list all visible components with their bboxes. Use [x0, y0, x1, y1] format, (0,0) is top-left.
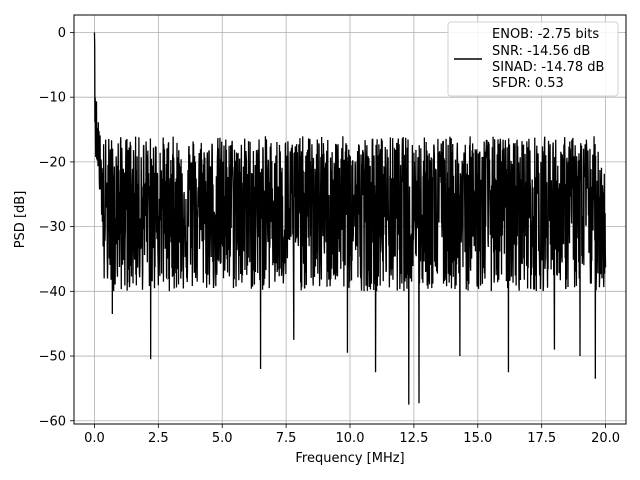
x-tick-label: 5.0: [212, 431, 233, 446]
y-tick-label: −20: [39, 155, 66, 170]
y-tick-label: −60: [39, 414, 66, 429]
legend-sfdr: SFDR: 0.53: [492, 76, 564, 91]
y-tick-label: 0: [58, 26, 66, 41]
psd-series-line: [93, 32, 607, 405]
legend-box: [447, 21, 619, 97]
legend: ENOB: -2.75 bits SNR: -14.56 dB SINAD: -…: [447, 21, 619, 97]
x-tick-label: 0.0: [84, 431, 105, 446]
legend-sinad: SINAD: -14.78 dB: [492, 60, 604, 75]
y-tick-label: −40: [39, 285, 66, 300]
y-tick-label: −50: [39, 350, 66, 365]
legend-snr: SNR: -14.56 dB: [492, 44, 590, 59]
y-tick-label: −10: [39, 91, 66, 106]
x-tick-label: 20.0: [591, 431, 620, 446]
ticks: 0.0 2.5 5.0 7.5 10.0 12.5 15.0 17.5 20.0 0 −10 −20 −…: [39, 26, 620, 446]
y-axis-label: PSD [dB]: [13, 191, 28, 249]
y-tick-label: −30: [39, 220, 66, 235]
x-tick-label: 7.5: [276, 431, 297, 446]
x-tick-label: 10.0: [336, 431, 365, 446]
legend-enob: ENOB: -2.75 bits: [492, 27, 599, 42]
x-tick-label: 12.5: [399, 431, 428, 446]
x-tick-label: 2.5: [148, 431, 169, 446]
data-layer: [93, 32, 607, 405]
x-tick-label: 17.5: [527, 431, 556, 446]
x-axis-label: Frequency [MHz]: [295, 451, 404, 466]
x-tick-label: 15.0: [463, 431, 492, 446]
